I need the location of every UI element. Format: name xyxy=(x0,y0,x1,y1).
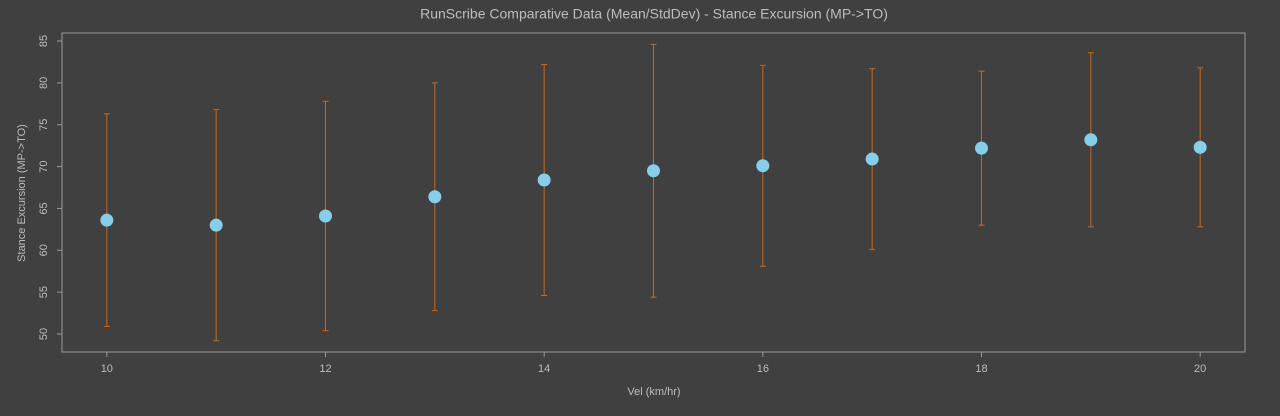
point xyxy=(865,152,879,166)
y-tick-label: 75 xyxy=(38,119,50,131)
point xyxy=(100,213,114,227)
x-tick-label: 16 xyxy=(757,363,769,375)
y-tick-label: 65 xyxy=(38,202,50,214)
point xyxy=(647,164,660,178)
y-tick-label: 85 xyxy=(38,35,50,47)
point xyxy=(756,159,770,173)
point xyxy=(537,173,551,187)
x-tick-label: 20 xyxy=(1194,363,1206,375)
x-axis-label: Vel (km/hr) xyxy=(627,386,680,398)
y-tick-label: 70 xyxy=(38,160,50,172)
point xyxy=(1084,133,1098,147)
y-tick-label: 55 xyxy=(38,286,50,298)
point xyxy=(975,141,989,155)
point xyxy=(318,209,332,223)
chart-title: RunScribe Comparative Data (Mean/StdDev)… xyxy=(420,6,888,22)
x-tick-label: 12 xyxy=(319,363,331,375)
point xyxy=(209,218,223,232)
plot-frame xyxy=(61,32,1246,353)
x-tick-label: 10 xyxy=(101,363,113,375)
y-tick-label: 80 xyxy=(38,77,50,89)
y-axis-label: Stance Excursion (MP->TO) xyxy=(16,124,28,262)
y-tick-label: 50 xyxy=(38,328,50,340)
point xyxy=(1193,140,1207,154)
x-tick-label: 18 xyxy=(975,363,987,375)
y-tick-label: 60 xyxy=(38,244,50,256)
x-tick-label: 14 xyxy=(538,363,550,375)
point xyxy=(428,190,442,204)
